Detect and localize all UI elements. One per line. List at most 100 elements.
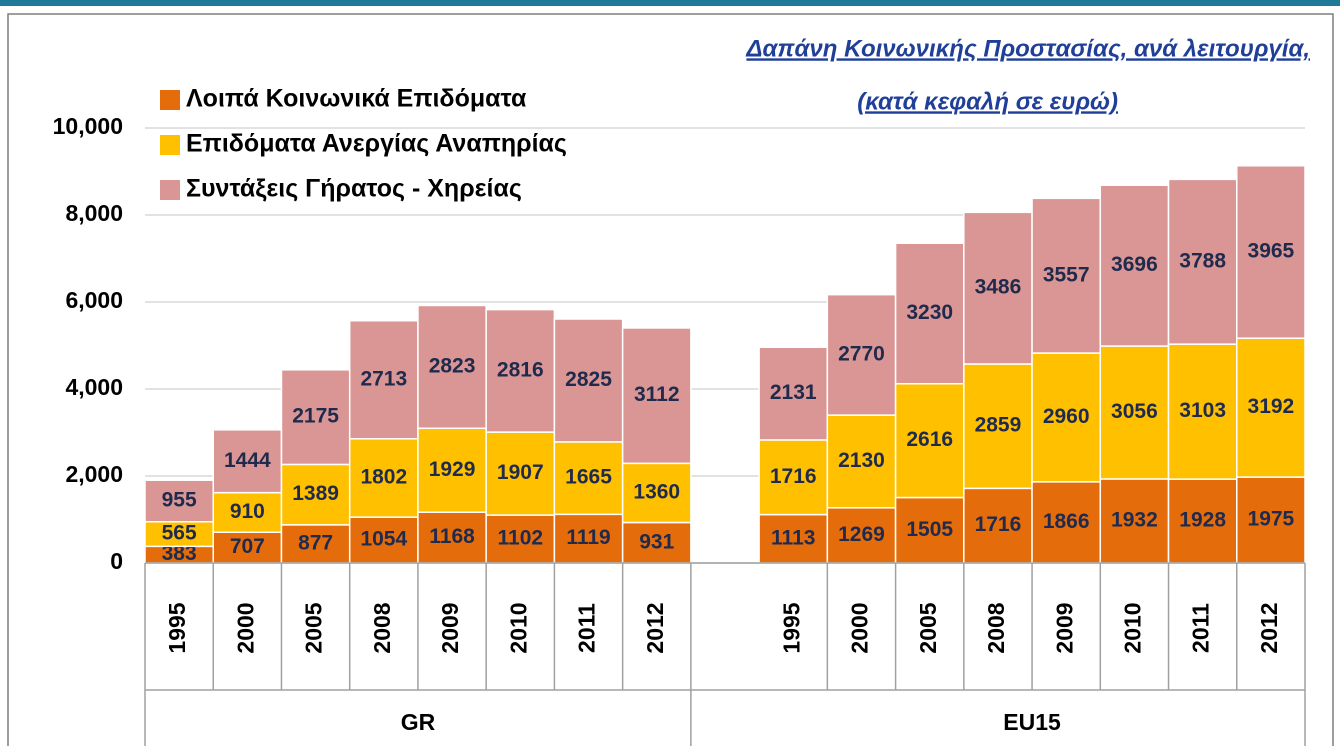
bar-segment — [348, 319, 419, 440]
bar-segment — [144, 521, 214, 548]
bar-segment — [621, 327, 692, 465]
legend-label: Συντάξεις Γήρατος - Χηρείας — [186, 175, 522, 203]
frame — [7, 13, 1334, 746]
data-label: 2823 — [429, 354, 476, 377]
data-label: 877 — [298, 531, 333, 554]
bar-segment — [894, 382, 965, 499]
data-label: 3056 — [1111, 400, 1158, 423]
x-tick-label: 2000 — [232, 602, 258, 653]
bar-segment — [280, 369, 351, 466]
data-label: 1975 — [1248, 508, 1295, 531]
x-tick-label: 2010 — [505, 602, 531, 653]
data-label: 1113 — [771, 526, 815, 549]
data-label: 1102 — [498, 527, 544, 550]
data-label: 1360 — [633, 480, 680, 503]
bar-segment — [1236, 476, 1306, 564]
bar-segment — [1236, 165, 1306, 339]
x-tick-label: 2011 — [1188, 603, 1214, 653]
data-label: 910 — [230, 500, 265, 523]
data-label: 3696 — [1111, 253, 1158, 276]
data-label: 1907 — [497, 461, 544, 484]
data-label: 2816 — [497, 358, 544, 381]
bar-segment — [1031, 481, 1102, 564]
data-label: 1444 — [224, 449, 271, 472]
data-label: 565 — [162, 522, 197, 545]
x-tick-label: 2000 — [847, 602, 873, 653]
legend-label: Επιδόματα Ανεργίας Αναπηρίας — [186, 130, 567, 158]
data-label: 3112 — [634, 383, 680, 406]
chart-subtitle: (κατά κεφαλή σε ευρώ) — [857, 88, 1118, 115]
group-label: EU15 — [1003, 709, 1061, 735]
data-label: 931 — [639, 530, 674, 553]
bar-segment — [1236, 337, 1306, 478]
bar-segment — [963, 211, 1033, 365]
data-label: 1802 — [360, 466, 407, 489]
group-label: GR — [401, 709, 436, 735]
data-label: 1119 — [566, 526, 610, 549]
y-tick-label: 8,000 — [65, 200, 123, 226]
data-label: 3103 — [1179, 399, 1226, 422]
bar-segment — [553, 318, 624, 443]
bar-segment — [212, 491, 283, 533]
x-tick-label: 2005 — [301, 602, 327, 653]
data-label: 1168 — [429, 525, 475, 548]
bar-segment — [758, 513, 829, 564]
y-tick-label: 6,000 — [65, 287, 123, 313]
x-tick-label: 2009 — [1051, 602, 1077, 653]
x-tick-label: 1995 — [164, 602, 190, 653]
data-label: 3557 — [1043, 263, 1090, 286]
data-label: 1928 — [1179, 509, 1226, 532]
bar-segment — [280, 524, 351, 564]
data-label: 1505 — [906, 518, 953, 541]
x-tick-label: 2010 — [1119, 602, 1145, 653]
bar-segment — [1031, 352, 1102, 483]
data-label: 2616 — [906, 428, 953, 451]
bar-segment — [280, 463, 351, 526]
data-label: 707 — [230, 535, 265, 558]
x-tick-label: 2009 — [437, 602, 463, 653]
bar-segment — [826, 293, 897, 416]
bar-segment — [417, 304, 487, 430]
data-label: 2713 — [360, 367, 407, 390]
bar-segment — [348, 438, 419, 518]
chart-title: Δαπάνη Κοινωνικής Προστασίας, ανά λειτου… — [745, 35, 1310, 62]
data-label: 1929 — [429, 458, 476, 481]
bar-segment — [485, 308, 556, 433]
data-label: 2131 — [770, 381, 817, 404]
x-tick-label: 2008 — [983, 602, 1009, 653]
y-tick-label: 2,000 — [65, 461, 123, 487]
bar-segment — [826, 507, 897, 564]
data-label: 3230 — [906, 301, 953, 324]
data-label: 3486 — [975, 276, 1022, 299]
data-label: 3788 — [1179, 249, 1226, 272]
data-label: 1716 — [975, 513, 1022, 536]
x-tick-label: 1995 — [778, 602, 804, 653]
data-label: 1716 — [770, 465, 817, 488]
data-label: 1269 — [838, 523, 885, 546]
bar-segment — [144, 479, 214, 523]
x-tick-label: 2012 — [642, 602, 668, 653]
data-label: 3965 — [1248, 240, 1295, 263]
y-tick-label: 0 — [110, 548, 123, 574]
x-tick-label: 2012 — [1256, 602, 1282, 653]
data-label: 2770 — [838, 342, 885, 365]
legend-label: Λοιπά Κοινωνικά Επιδόματα — [186, 85, 527, 113]
data-label: 2175 — [292, 405, 339, 428]
data-label: 1866 — [1043, 510, 1090, 533]
legend-swatch — [160, 180, 180, 200]
bar-segment — [485, 431, 556, 516]
y-tick-label: 4,000 — [65, 374, 123, 400]
data-label: 2825 — [565, 368, 612, 391]
bar-segment — [1099, 184, 1170, 347]
x-tick-label: 2011 — [574, 603, 600, 653]
bar-segment — [485, 514, 556, 564]
data-label: 2960 — [1043, 405, 1090, 428]
data-label: 2859 — [975, 414, 1022, 437]
top-bar — [0, 0, 1340, 6]
x-tick-label: 2005 — [915, 602, 941, 653]
bar-segment — [1167, 178, 1238, 345]
bar-segment — [417, 427, 487, 513]
data-label: 3192 — [1248, 395, 1295, 418]
bar-segment — [1167, 478, 1238, 564]
